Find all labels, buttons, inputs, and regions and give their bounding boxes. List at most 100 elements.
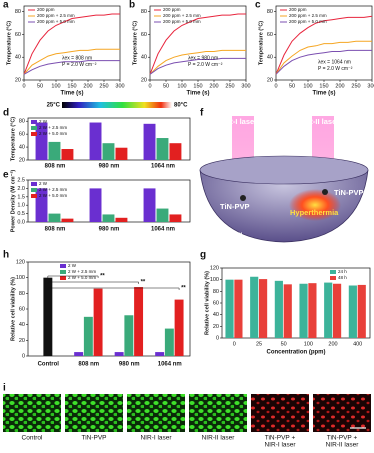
illustration-label: TiN-PVP bbox=[220, 202, 249, 211]
annotation: λex = 808 nm bbox=[62, 55, 92, 61]
x-tick-label: 300 bbox=[367, 83, 374, 89]
bar bbox=[299, 283, 308, 338]
y-tick-label: 40 bbox=[267, 55, 273, 61]
x-tick-label: 50 bbox=[289, 83, 295, 89]
colorbar-label: 80°C bbox=[174, 103, 188, 109]
bar bbox=[324, 282, 333, 338]
y-tick-label: 20 bbox=[141, 77, 147, 83]
legend-label: 2 W bbox=[68, 263, 77, 268]
x-tick-label: 0 bbox=[274, 83, 277, 89]
line-series bbox=[149, 13, 246, 75]
x-tick-label: 200 bbox=[335, 83, 344, 89]
bar bbox=[259, 279, 268, 338]
legend-label: 2 W + 5.0 mm bbox=[39, 193, 67, 198]
x-tick-label: 250 bbox=[225, 83, 234, 89]
panel-letter: i bbox=[3, 383, 6, 394]
x-tick-label: 980 nm bbox=[99, 227, 120, 233]
y-axis-label: Temperature (°C) bbox=[10, 117, 16, 161]
y-tick-label: 120 bbox=[210, 265, 219, 271]
line-series bbox=[23, 48, 120, 75]
legend-label: 200 ppm bbox=[289, 7, 307, 12]
bar bbox=[164, 328, 174, 356]
y-tick-label: 40 bbox=[213, 312, 219, 318]
x-tick-label: 100 bbox=[51, 83, 60, 89]
line-series bbox=[23, 60, 120, 75]
bar bbox=[308, 283, 317, 338]
x-tick-label: 200 bbox=[83, 83, 92, 89]
bar bbox=[274, 280, 283, 338]
illustration-label: TiN-PVP bbox=[334, 188, 363, 197]
bar bbox=[48, 141, 61, 160]
image-label: TiN-PVP + bbox=[327, 435, 358, 442]
x-tick-label: 808 nm bbox=[45, 227, 66, 233]
bar bbox=[115, 217, 128, 222]
x-tick-label: 980 nm bbox=[119, 362, 140, 368]
significance-bracket bbox=[47, 281, 139, 284]
legend-label: 200 ppm + 5.0 mm bbox=[37, 19, 75, 24]
annotation: P = 2.0 W cm⁻² bbox=[62, 62, 97, 68]
x-tick-label: 150 bbox=[319, 83, 328, 89]
y-tick-label: 60 bbox=[19, 132, 25, 138]
y-axis-label: Relative cell viability (%) bbox=[204, 271, 210, 335]
y-tick-label: 40 bbox=[19, 322, 25, 328]
y-tick-label: 60 bbox=[141, 32, 147, 38]
legend-swatch bbox=[330, 276, 336, 280]
line-series bbox=[149, 57, 246, 75]
legend-swatch bbox=[31, 132, 37, 136]
x-tick-label: Control bbox=[38, 362, 60, 368]
bar bbox=[102, 214, 115, 222]
y-tick-label: 0 bbox=[216, 335, 219, 341]
x-axis-label: Time (s) bbox=[313, 91, 336, 97]
panel-letter: g bbox=[200, 250, 206, 261]
y-tick-label: 20 bbox=[19, 338, 25, 344]
legend-label: 2 W bbox=[39, 119, 48, 124]
panel-letter: a bbox=[3, 0, 9, 11]
panel-letter: f bbox=[200, 108, 204, 119]
line-series bbox=[275, 49, 372, 75]
y-tick-label: 40 bbox=[15, 55, 21, 61]
y-tick-label: 60 bbox=[19, 306, 25, 312]
image-label: NIR-I laser bbox=[140, 435, 172, 442]
significance-label: ** bbox=[181, 286, 186, 292]
y-tick-label: 0 bbox=[22, 353, 25, 359]
image-label: Control bbox=[22, 435, 44, 442]
x-tick-label: 1064 nm bbox=[151, 227, 175, 233]
bar bbox=[35, 188, 48, 222]
y-tick-label: 60 bbox=[213, 300, 219, 306]
y-tick-label: 0.5 bbox=[17, 211, 25, 217]
bar bbox=[74, 352, 84, 356]
bar bbox=[43, 277, 53, 356]
legend-swatch bbox=[31, 182, 37, 186]
image-label: NIR-I laser bbox=[264, 442, 296, 449]
x-tick-label: 150 bbox=[67, 83, 76, 89]
hyperthermia-glow bbox=[289, 189, 341, 221]
legend-swatch bbox=[60, 270, 66, 274]
line-series bbox=[275, 15, 373, 75]
bar bbox=[357, 284, 366, 338]
panel-letter: b bbox=[129, 0, 135, 11]
x-tick-label: 0 bbox=[22, 83, 25, 89]
bar bbox=[115, 147, 128, 160]
bar bbox=[156, 208, 169, 222]
x-tick-label: 100 bbox=[304, 341, 313, 347]
y-tick-label: 80 bbox=[213, 289, 219, 295]
annotation: P = 2.0 W cm⁻² bbox=[318, 66, 353, 72]
micrograph bbox=[313, 394, 371, 432]
bar bbox=[83, 316, 93, 356]
plot-frame bbox=[221, 267, 371, 339]
y-tick-label: 120 bbox=[16, 259, 25, 265]
legend-swatch bbox=[31, 120, 37, 124]
x-tick-label: 300 bbox=[115, 83, 124, 89]
legend-label: 200 ppm + 5.0 mm bbox=[163, 19, 201, 24]
x-tick-label: 25 bbox=[256, 341, 262, 347]
bar bbox=[169, 143, 182, 160]
x-tick-label: 808 nm bbox=[78, 362, 99, 368]
legend-label: 2 W + 5.0 mm bbox=[39, 131, 67, 136]
legend-label: 2 W + 2.5 mm bbox=[68, 269, 96, 274]
legend-label: 2 W + 2.5 mm bbox=[39, 187, 67, 192]
x-tick-label: 100 bbox=[303, 83, 312, 89]
line-series bbox=[275, 40, 372, 75]
colorbar bbox=[62, 102, 172, 108]
legend-label: 200 ppm bbox=[163, 7, 181, 12]
y-axis-label: Temperature (°C) bbox=[6, 21, 12, 65]
